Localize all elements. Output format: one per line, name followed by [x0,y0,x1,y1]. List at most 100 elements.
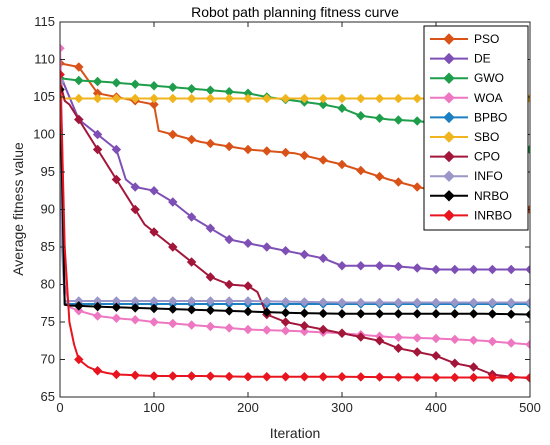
data-point-nrbo [356,309,366,319]
data-point-info [318,297,328,307]
data-point-woa [262,325,272,335]
data-point-inrbo [337,372,347,382]
data-point-pso [168,129,178,140]
data-point-cpo [337,328,347,338]
data-point-sbo [149,93,159,104]
data-point-de [318,253,328,263]
data-point-pso [262,146,272,156]
data-point-de [337,261,347,271]
y-tick-label: 90 [41,202,55,217]
data-point-inrbo [450,372,460,383]
legend-swatch-marker [443,209,455,222]
data-point-de [525,264,530,275]
ticks-layer: 0 100 200 300 400 500 65 70 75 80 85 90 95 100 105 110 1… [33,14,541,415]
data-point-de [393,261,404,272]
data-point-cpo [130,204,140,215]
data-point-pso [149,99,159,110]
data-point-gwo [356,111,366,121]
x-tick-label: 500 [519,400,541,415]
y-tick-label: 85 [41,239,55,254]
data-point-inrbo [111,369,122,380]
legend-swatch-marker [443,170,455,182]
data-point-inrbo [280,372,291,382]
data-point-pso [186,134,197,145]
legend: PSO DE GWO WOA BPBO SBO CPO INFO NRBO INRBO [423,25,529,231]
data-point-cpo [168,242,178,252]
data-point-pso [318,155,328,165]
data-point-cpo [318,324,328,335]
data-point-sbo [186,93,197,104]
data-point-de [374,261,385,271]
x-axis-title: Iteration [270,425,321,441]
data-point-woa [487,336,498,347]
chart-title: Robot path planning fitness curve [191,4,399,20]
data-point-cpo [243,281,253,291]
legend-swatch-marker [443,190,455,202]
series-info [60,77,530,308]
x-tick-label: 400 [425,400,447,415]
y-tick-label: 95 [41,164,55,179]
legend-label: WOA [474,91,503,105]
data-point-sbo [130,93,140,104]
data-point-woa [299,326,310,337]
data-point-pso [280,147,291,158]
legend-item-pso: PSO [430,32,499,46]
data-point-inrbo [431,372,441,383]
data-point-cpo [111,174,122,185]
legend-swatch-marker [443,33,455,45]
data-point-sbo [356,93,366,104]
data-point-woa [393,332,404,343]
data-point-pso [74,62,84,72]
data-point-info [262,296,272,307]
data-point-nrbo [224,306,234,316]
legend-label: GWO [474,71,504,85]
x-tick-label: 300 [331,400,353,415]
series-line-de [60,74,530,271]
y-tick-label: 105 [33,89,55,104]
data-point-info [487,297,498,308]
data-point-cpo [431,351,441,361]
x-tick-label: 100 [143,400,165,415]
data-point-cpo [356,332,366,342]
data-point-inrbo [487,372,498,383]
data-point-inrbo [393,372,404,382]
data-point-info [374,297,385,308]
data-point-inrbo [262,372,272,382]
y-tick-label: 115 [34,14,55,29]
data-point-nrbo [205,305,216,316]
data-point-sbo [393,93,404,104]
y-axis-title: Average fitness value [10,142,26,276]
data-point-de [468,264,479,275]
data-point-pso [337,159,347,170]
data-point-inrbo [356,372,366,382]
data-point-inrbo [186,371,197,381]
data-point-de [450,264,460,275]
data-point-de [280,246,291,256]
data-point-woa [168,318,178,329]
data-point-de [243,238,253,248]
data-point-de [262,242,272,252]
data-point-cpo [393,343,404,353]
data-point-cpo [224,279,234,290]
data-point-de [205,223,216,233]
legend-swatch-marker [443,52,455,65]
legend-item-nrbo: NRBO [430,189,509,203]
data-point-sbo [318,93,328,104]
data-point-sbo [262,93,272,104]
data-point-woa [280,325,291,336]
legend-item-sbo: SBO [430,130,499,144]
data-point-info [205,296,216,306]
data-point-nrbo [149,303,159,314]
data-point-nrbo [92,301,103,312]
legend-item-gwo: GWO [430,71,504,85]
data-point-gwo [374,113,385,123]
data-point-de [412,263,422,273]
data-point-sbo [299,93,310,104]
data-point-info [431,297,441,308]
series-line-nrbo [60,89,530,316]
data-point-nrbo [337,309,347,319]
data-point-inrbo [92,366,103,376]
data-point-cpo [74,114,84,125]
data-point-inrbo [74,354,84,365]
